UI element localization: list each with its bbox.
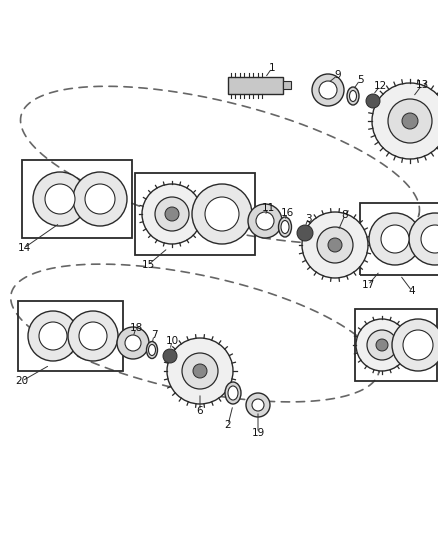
Circle shape bbox=[33, 172, 87, 226]
Circle shape bbox=[403, 330, 433, 360]
Text: 14: 14 bbox=[18, 243, 31, 253]
Ellipse shape bbox=[228, 386, 238, 400]
Circle shape bbox=[319, 81, 337, 99]
Circle shape bbox=[328, 238, 342, 252]
Ellipse shape bbox=[279, 217, 292, 237]
Bar bbox=[227, 77, 283, 93]
Circle shape bbox=[165, 207, 179, 221]
Circle shape bbox=[388, 99, 432, 143]
Text: 15: 15 bbox=[141, 260, 155, 270]
Circle shape bbox=[317, 227, 353, 263]
Text: 19: 19 bbox=[251, 428, 265, 438]
Text: 2: 2 bbox=[225, 420, 231, 430]
Circle shape bbox=[252, 399, 264, 411]
Circle shape bbox=[421, 225, 438, 253]
Text: 4: 4 bbox=[409, 286, 415, 296]
Circle shape bbox=[85, 184, 115, 214]
Text: 16: 16 bbox=[280, 208, 293, 218]
Circle shape bbox=[68, 311, 118, 361]
Circle shape bbox=[117, 327, 149, 359]
Ellipse shape bbox=[281, 221, 289, 233]
Circle shape bbox=[39, 322, 67, 350]
Bar bbox=[360, 203, 438, 275]
Circle shape bbox=[367, 330, 397, 360]
Circle shape bbox=[142, 184, 202, 244]
Text: 18: 18 bbox=[129, 323, 143, 333]
Text: 13: 13 bbox=[415, 80, 429, 90]
Text: 3: 3 bbox=[305, 214, 311, 224]
Ellipse shape bbox=[350, 91, 357, 101]
Bar bbox=[355, 309, 437, 381]
Circle shape bbox=[256, 212, 274, 230]
Circle shape bbox=[167, 338, 233, 404]
Circle shape bbox=[372, 83, 438, 159]
Circle shape bbox=[312, 74, 344, 106]
Circle shape bbox=[409, 213, 438, 265]
Circle shape bbox=[402, 113, 418, 129]
Text: 10: 10 bbox=[166, 336, 179, 346]
Circle shape bbox=[193, 364, 207, 378]
Circle shape bbox=[205, 197, 239, 231]
Bar bbox=[135, 173, 255, 255]
Bar bbox=[18, 301, 123, 371]
Text: 8: 8 bbox=[342, 210, 348, 220]
Circle shape bbox=[125, 335, 141, 351]
Circle shape bbox=[182, 353, 218, 389]
Circle shape bbox=[192, 184, 252, 244]
Circle shape bbox=[366, 94, 380, 108]
Circle shape bbox=[45, 184, 75, 214]
Circle shape bbox=[246, 393, 270, 417]
Circle shape bbox=[381, 225, 409, 253]
Text: 17: 17 bbox=[361, 280, 374, 290]
Bar bbox=[22, 160, 132, 238]
Text: 9: 9 bbox=[335, 70, 341, 80]
Circle shape bbox=[297, 225, 313, 241]
Circle shape bbox=[369, 213, 421, 265]
Ellipse shape bbox=[146, 342, 158, 359]
Ellipse shape bbox=[148, 344, 155, 356]
Text: 5: 5 bbox=[357, 75, 363, 85]
Circle shape bbox=[73, 172, 127, 226]
Circle shape bbox=[356, 319, 408, 371]
Ellipse shape bbox=[347, 87, 359, 105]
Circle shape bbox=[79, 322, 107, 350]
Bar bbox=[283, 81, 290, 89]
Text: 12: 12 bbox=[373, 81, 387, 91]
Circle shape bbox=[392, 319, 438, 371]
Circle shape bbox=[302, 212, 368, 278]
Circle shape bbox=[163, 349, 177, 363]
Ellipse shape bbox=[225, 382, 241, 404]
Text: 7: 7 bbox=[151, 330, 157, 340]
Circle shape bbox=[28, 311, 78, 361]
Text: 20: 20 bbox=[15, 376, 28, 386]
Text: 11: 11 bbox=[261, 203, 275, 213]
Text: 6: 6 bbox=[197, 406, 203, 416]
Circle shape bbox=[155, 197, 189, 231]
Circle shape bbox=[248, 204, 282, 238]
Circle shape bbox=[376, 339, 388, 351]
Text: 1: 1 bbox=[268, 63, 276, 73]
